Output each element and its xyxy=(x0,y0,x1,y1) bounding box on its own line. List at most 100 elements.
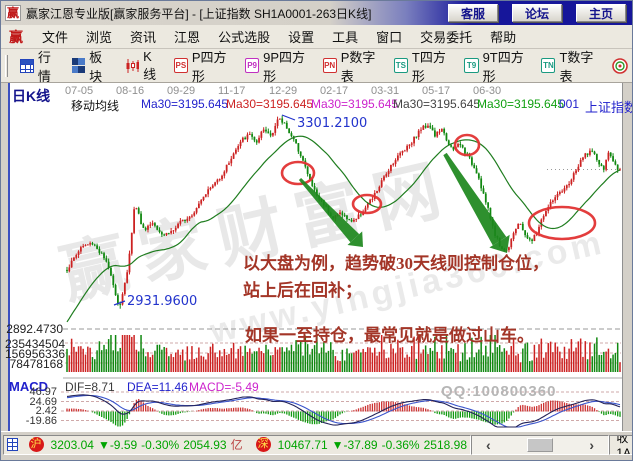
horizontal-scrollbar[interactable]: ‹ › xyxy=(471,434,609,455)
date-tick: 12-29 xyxy=(269,85,298,97)
quote-grid-icon[interactable] xyxy=(7,438,18,451)
customer-service-button[interactable]: 客服 xyxy=(448,4,498,22)
low-price-label: 2931.9600 xyxy=(127,294,198,309)
shenzhen-badge-icon: 深 xyxy=(255,437,271,452)
toolbar-quotes[interactable]: 行情 xyxy=(14,45,66,87)
toolbar-p-number-table[interactable]: PN P数字表 xyxy=(322,49,376,84)
scroll-left-arrow[interactable]: ‹ xyxy=(486,436,491,453)
forum-button[interactable]: 论坛 xyxy=(512,4,562,22)
macd-tick: 46.97 xyxy=(29,386,57,398)
menu-trade-entrust[interactable]: 交易委托 xyxy=(420,30,473,45)
target-icon xyxy=(612,57,628,74)
volume-axis-label: 235434504 xyxy=(5,337,66,351)
toolbar-t-number-table[interactable]: TN T数字表 xyxy=(541,49,594,84)
ma-row-label: 移动均线 xyxy=(71,99,120,113)
toolbar-9t-square[interactable]: T9 9T四方形 xyxy=(458,45,535,87)
toolbar-sectors[interactable]: 板块 xyxy=(66,45,117,87)
date-tick: 08-16 xyxy=(116,85,145,97)
toolbar-9p-square[interactable]: P9 9P四方形 xyxy=(239,45,317,87)
index-quote-field: 沪 3203.04 ▼-9.59 -0.30% 2054.93 亿 深 1046… xyxy=(3,434,471,455)
sh-change: ▼-9.59 xyxy=(97,437,138,452)
symbol-code-suffix: 001 xyxy=(559,97,580,111)
menu-news[interactable]: 资讯 xyxy=(130,30,157,45)
menu-bar: 赢 文件 浏览 资讯 江恩 公式选股 设置 工具 窗口 交易委托 帮助 xyxy=(1,25,632,49)
toolbar-kline[interactable]: K线 xyxy=(118,47,168,85)
menu-window[interactable]: 窗口 xyxy=(376,30,403,45)
ma30-value: Ma30=3195.645 xyxy=(226,97,314,111)
ma30-value: Ma30=3195.645 xyxy=(393,97,481,111)
toolbar-grip xyxy=(5,54,8,77)
pn-icon: PN xyxy=(322,58,337,73)
kline-icon xyxy=(126,58,140,73)
menu-tools[interactable]: 工具 xyxy=(332,30,359,45)
date-tick: 03-31 xyxy=(371,85,400,97)
menu-help[interactable]: 帮助 xyxy=(490,30,517,45)
sz-amount: 2518.98 xyxy=(423,437,467,452)
menu-settings[interactable]: 设置 xyxy=(288,30,315,45)
tn-icon: TN xyxy=(541,58,556,73)
volume-axis-label: 156956336 xyxy=(5,347,66,361)
scroll-right-arrow[interactable]: › xyxy=(589,436,594,453)
toolbar: 行情 板块 K线 PS P四方形 P9 9P四方形 PN xyxy=(1,47,632,85)
macd-dea-label: DEA=11.46 xyxy=(127,380,188,394)
macd-value-label: MACD=-5.49 xyxy=(189,380,259,394)
toolbar-target[interactable] xyxy=(606,56,632,76)
date-tick: 05-17 xyxy=(422,85,451,97)
connection-status-field: 收1A xyxy=(609,434,632,455)
sh-amount: 2054.93 xyxy=(183,437,227,452)
panel-label-daily-kline: 日K线 xyxy=(12,88,51,104)
annotation-line1: 以大盘为例，趋势破30天线则控制仓位， xyxy=(243,254,549,273)
window-title: 赢家江恩专业版[赢家服务平台] - [上证指数 SH1A0001-263日K线] xyxy=(26,6,372,21)
annotation-line2: 站上后在回补； xyxy=(243,281,362,300)
date-tick: 09-29 xyxy=(167,85,196,97)
watermark-qq: QQ:100800360 xyxy=(441,383,557,400)
menu-logo-icon: 赢 xyxy=(9,28,23,45)
antenna-icon xyxy=(612,437,613,452)
ps-icon: PS xyxy=(173,58,188,73)
ma30-value: Ma30=3195.645 xyxy=(477,97,565,111)
date-tick: 06-30 xyxy=(473,85,502,97)
sh-index: 3203.04 xyxy=(50,437,94,452)
date-tick: 11-17 xyxy=(218,85,246,97)
price-axis-label: 2892.4730 xyxy=(6,322,63,336)
high-price-label: 3301.2100 xyxy=(297,116,368,131)
p9-icon: P9 xyxy=(245,58,260,73)
sz-index: 10467.71 xyxy=(277,437,328,452)
chart-area: 赢家财富网 www.yingjia360.com 日K线 07-05 08-16… xyxy=(1,83,633,431)
volume-axis-label: 78478168 xyxy=(9,357,63,371)
toolbar-t-square[interactable]: TS T四方形 xyxy=(393,49,446,84)
scroll-thumb[interactable] xyxy=(527,437,553,452)
menu-formula-stock-pick[interactable]: 公式选股 xyxy=(218,30,271,45)
symbol-name: 上证指数 xyxy=(585,100,633,115)
menu-browse[interactable]: 浏览 xyxy=(86,30,113,45)
macd-panel-label: MACD xyxy=(9,379,48,394)
date-tick: 02-17 xyxy=(320,85,349,97)
window-bottom-edge xyxy=(1,457,632,460)
homepage-button[interactable]: 主页 xyxy=(576,4,626,22)
shanghai-badge-icon: 沪 xyxy=(28,437,44,452)
menu-file[interactable]: 文件 xyxy=(42,30,69,45)
macd-tick: 2.42 xyxy=(35,405,57,417)
sz-pct: -0.36% xyxy=(381,437,420,452)
receive-status-text: 收1A xyxy=(616,434,632,455)
status-bar: 沪 3203.04 ▼-9.59 -0.30% 2054.93 亿 深 1046… xyxy=(1,431,632,457)
left-frame-strip xyxy=(1,83,8,431)
ts-icon: TS xyxy=(393,58,408,73)
date-tick: 07-05 xyxy=(65,85,94,97)
macd-tick: 24.69 xyxy=(29,396,57,408)
menu-gann[interactable]: 江恩 xyxy=(174,30,201,45)
ma30-value: Ma30=3195.645 xyxy=(311,97,399,111)
sz-change: ▼-37.89 xyxy=(331,437,378,452)
quote-grid-icon xyxy=(19,58,34,73)
macd-dif-label: DIF=8.71 xyxy=(65,380,115,394)
kline-chart-canvas xyxy=(61,114,632,428)
title-bar: 赢 赢家江恩专业版[赢家服务平台] - [上证指数 SH1A0001-263日K… xyxy=(1,1,632,25)
ma30-value: Ma30=3195.645 xyxy=(141,97,229,111)
left-frame-accent xyxy=(8,83,10,431)
macd-tick: -19.86 xyxy=(25,415,57,427)
blocks-icon xyxy=(72,58,86,73)
toolbar-p-square[interactable]: PS P四方形 xyxy=(173,49,227,84)
app-logo-icon: 赢 xyxy=(5,5,21,21)
annotation-line3: 如果一至持仓，最常见就是做过山车。 xyxy=(245,326,534,345)
